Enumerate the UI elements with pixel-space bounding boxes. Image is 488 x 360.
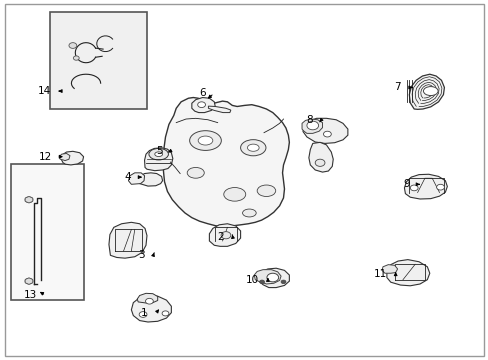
Polygon shape <box>258 268 289 288</box>
Bar <box>50 12 147 109</box>
Text: 10: 10 <box>245 275 259 285</box>
Circle shape <box>25 278 33 284</box>
Polygon shape <box>302 119 322 134</box>
Circle shape <box>306 121 318 130</box>
Polygon shape <box>308 142 332 172</box>
Ellipse shape <box>187 167 204 178</box>
Polygon shape <box>25 197 33 203</box>
Circle shape <box>145 298 153 304</box>
Text: 2: 2 <box>217 232 224 242</box>
Text: 13: 13 <box>24 291 37 301</box>
Polygon shape <box>128 173 144 184</box>
Circle shape <box>409 185 417 191</box>
Text: 9: 9 <box>403 179 409 189</box>
Text: 12: 12 <box>39 152 52 162</box>
Polygon shape <box>109 222 147 258</box>
Ellipse shape <box>224 188 245 201</box>
Circle shape <box>69 42 77 48</box>
Text: 4: 4 <box>124 172 131 182</box>
Bar <box>11 164 83 300</box>
Ellipse shape <box>247 144 259 151</box>
Polygon shape <box>137 293 158 303</box>
Polygon shape <box>191 98 215 113</box>
Polygon shape <box>131 296 171 322</box>
Polygon shape <box>61 151 83 165</box>
Circle shape <box>315 159 325 166</box>
Polygon shape <box>25 278 33 284</box>
Text: 5: 5 <box>156 145 162 156</box>
Circle shape <box>323 131 330 137</box>
Ellipse shape <box>198 136 212 145</box>
Text: 14: 14 <box>38 86 51 96</box>
Circle shape <box>73 56 79 60</box>
Text: 7: 7 <box>393 82 400 93</box>
Polygon shape <box>163 98 289 226</box>
Polygon shape <box>303 118 347 143</box>
Circle shape <box>139 312 147 318</box>
Polygon shape <box>408 74 444 109</box>
Ellipse shape <box>242 209 256 217</box>
Polygon shape <box>209 224 240 246</box>
Text: 11: 11 <box>373 269 386 279</box>
Ellipse shape <box>240 140 265 156</box>
Circle shape <box>266 273 278 282</box>
Text: 1: 1 <box>140 309 147 318</box>
Ellipse shape <box>189 131 221 150</box>
Polygon shape <box>144 148 172 171</box>
Circle shape <box>436 184 444 190</box>
Ellipse shape <box>257 185 275 197</box>
Polygon shape <box>386 260 429 286</box>
Text: 8: 8 <box>305 115 312 125</box>
Polygon shape <box>59 153 70 161</box>
Circle shape <box>25 197 33 203</box>
Polygon shape <box>381 265 397 273</box>
Polygon shape <box>138 173 162 186</box>
Text: 6: 6 <box>199 88 205 98</box>
Ellipse shape <box>423 87 437 95</box>
Circle shape <box>259 280 264 284</box>
Text: 3: 3 <box>138 250 144 260</box>
Circle shape <box>221 231 230 239</box>
Ellipse shape <box>149 148 168 160</box>
Circle shape <box>281 280 285 284</box>
Polygon shape <box>404 174 447 199</box>
Polygon shape <box>254 270 281 284</box>
Ellipse shape <box>155 152 162 157</box>
Polygon shape <box>208 106 230 113</box>
Circle shape <box>162 311 168 316</box>
Circle shape <box>197 102 205 108</box>
